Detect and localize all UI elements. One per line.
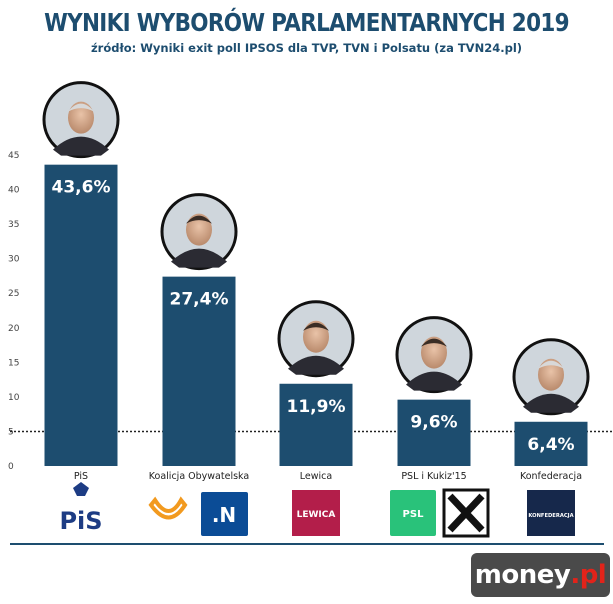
bar (44, 164, 118, 467)
y-tick-label: 25 (8, 289, 19, 299)
chart-title: WYNIKI WYBORÓW PARLAMENTARNYCH 2019 (44, 8, 569, 37)
leader-portrait (42, 81, 120, 159)
bar-value-label: 27,4% (170, 290, 229, 310)
bar-value-label: 6,4% (527, 435, 574, 455)
leader-portrait (160, 193, 238, 271)
portrait-body (523, 393, 579, 413)
lewica-logo: LEWICA (292, 490, 340, 536)
y-tick-label: 40 (8, 186, 20, 196)
portrait-hair (538, 360, 564, 369)
ko-heart-icon (148, 496, 188, 520)
leader-portrait (512, 338, 590, 416)
bar-value-label: 43,6% (52, 178, 111, 198)
bar (514, 421, 588, 466)
bar (279, 383, 353, 466)
brand-suffix: .pl (570, 560, 607, 590)
portrait-face (421, 336, 447, 369)
ko-logo: .N (148, 492, 248, 536)
eagle-icon (73, 482, 89, 496)
chart-subtitle: źródło: Wyniki exit poll IPSOS dla TVP, … (90, 41, 523, 55)
pis-logo: PiS (59, 482, 103, 535)
y-tick-label: 45 (8, 151, 19, 161)
y-tick-label: 30 (8, 255, 20, 265)
category-label: PiS (74, 471, 88, 482)
leader-portrait (395, 316, 473, 394)
y-tick-label: 5 (8, 427, 14, 437)
bar-value-label: 9,6% (410, 413, 457, 433)
money-pl-logo: money .pl (471, 553, 610, 597)
nowoczesna-badge (201, 492, 248, 536)
category-label: PSL i Kukiz'15 (401, 471, 466, 482)
konfederacja-badge (527, 490, 575, 536)
y-tick-label: 35 (8, 220, 19, 230)
bar (162, 276, 236, 466)
portrait-hair (186, 215, 212, 224)
portrait-face (186, 213, 212, 246)
portrait-face (538, 358, 564, 391)
portrait-hair (421, 338, 447, 347)
konfederacja-logo: KONFEDERACJA (527, 490, 575, 536)
portrait-body (288, 355, 344, 375)
category-label: Lewica (300, 471, 332, 482)
portrait-body (406, 371, 462, 391)
psl-logo-text: PSL (403, 509, 425, 520)
category-label: Konfederacja (520, 471, 582, 482)
bar-value-label: 11,9% (287, 397, 346, 417)
portrait-body (53, 136, 109, 156)
portrait-body (171, 248, 227, 268)
portrait-hair (68, 103, 94, 112)
pis-logo-text: PiS (59, 507, 102, 535)
portrait-hair (303, 322, 329, 331)
lewica-logo-text: LEWICA (297, 510, 336, 520)
y-tick-label: 15 (8, 358, 19, 368)
portrait-face (303, 320, 329, 353)
category-label: Koalicja Obywatelska (149, 471, 249, 482)
y-tick-label: 10 (8, 393, 20, 403)
portrait-face (68, 101, 94, 134)
leader-portrait (277, 300, 355, 378)
kukiz-x-icon (447, 493, 485, 533)
nowoczesna-logo-text: .N (212, 503, 236, 527)
konfederacja-logo-text: KONFEDERACJA (528, 513, 573, 519)
y-tick-label: 20 (8, 324, 20, 334)
brand-name: money (474, 560, 571, 590)
bar (397, 399, 471, 466)
y-tick-label: 0 (8, 462, 14, 472)
lewica-badge (292, 490, 340, 536)
psl-badge (390, 490, 436, 536)
psl-kukiz-logo: PSL (390, 488, 490, 538)
